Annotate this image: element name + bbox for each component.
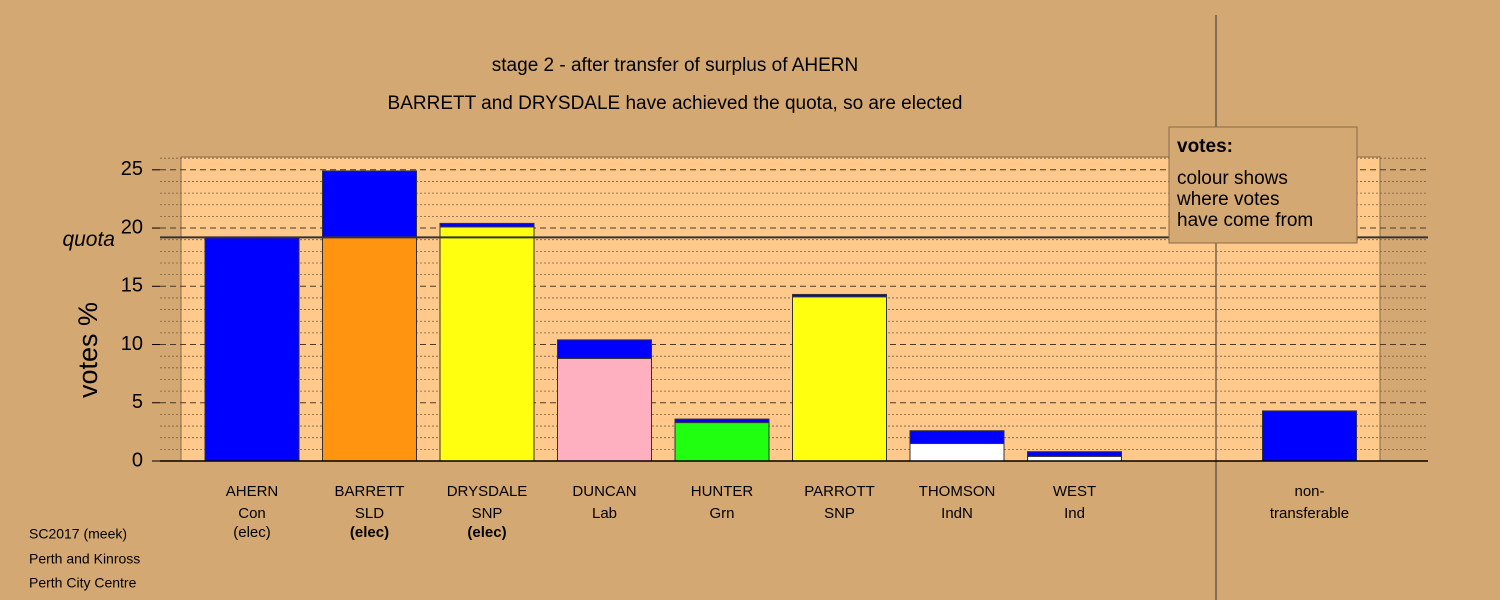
marks: 0 5 10 15 20 25 AHERN Con (elec) BARRETT SLD (elec)… — [62, 157, 1428, 541]
status-label: (elec) — [467, 524, 506, 541]
status-label: (elec) — [350, 524, 389, 541]
bar-segment — [557, 358, 652, 462]
party-label: Grn — [709, 505, 734, 522]
status-label: (elec) — [233, 524, 271, 541]
x-tick-label: BARRETT — [334, 483, 404, 500]
party-label: IndN — [941, 505, 973, 522]
y-tick-label: 20 — [121, 216, 143, 238]
bar-segment — [1027, 451, 1122, 457]
y-axis-label: votes % — [73, 302, 103, 398]
y-tick-label: 0 — [132, 449, 143, 471]
bar-segment — [1262, 410, 1357, 462]
legend-text: where votes — [1176, 189, 1279, 210]
bar-segment — [674, 422, 770, 462]
bar-segment — [439, 226, 535, 462]
bar-segment — [322, 170, 417, 238]
legend-text: have come from — [1177, 210, 1313, 231]
legend-text: colour shows — [1177, 168, 1288, 189]
chart-title: stage 2 - after transfer of surplus of A… — [492, 55, 858, 76]
quota-label: quota — [62, 228, 115, 251]
party-label: SNP — [824, 505, 855, 522]
x-tick-label: HUNTER — [691, 483, 754, 500]
party-label: Lab — [592, 505, 617, 522]
note: Perth and Kinross — [29, 551, 140, 567]
x-tick-label: PARROTT — [804, 483, 875, 500]
party-label: SLD — [355, 505, 384, 522]
party-label: transferable — [1270, 505, 1349, 522]
x-tick-label: non- — [1294, 483, 1324, 500]
x-tick-label: AHERN — [226, 483, 279, 500]
y-tick-label: 15 — [121, 275, 143, 297]
legend-box — [1168, 126, 1358, 244]
y-tick-label: 25 — [121, 158, 143, 180]
party-label: Ind — [1064, 505, 1085, 522]
chart-subtitle: BARRETT and DRYSDALE have achieved the q… — [388, 93, 963, 114]
x-tick-label: THOMSON — [919, 483, 996, 500]
note: Perth City Centre — [29, 575, 137, 591]
x-tick-label: DRYSDALE — [447, 483, 528, 500]
y-tick-label: 5 — [132, 391, 143, 413]
bar-segment — [909, 443, 1005, 462]
bar-segment — [204, 236, 300, 462]
note: SC2017 (meek) — [29, 526, 127, 542]
bar-segment — [792, 296, 887, 462]
bar-segment — [674, 418, 770, 424]
bar-segment — [557, 339, 652, 360]
x-tick-label: DUNCAN — [572, 483, 636, 500]
bar-segment — [792, 293, 887, 298]
bar-segment — [439, 222, 535, 228]
x-tick-label: WEST — [1053, 483, 1096, 500]
bar-segment — [322, 236, 417, 462]
legend-heading: votes: — [1177, 136, 1233, 157]
y-tick-label: 10 — [121, 333, 143, 355]
party-label: SNP — [472, 505, 503, 522]
party-label: Con — [238, 505, 266, 522]
bar-segment — [909, 430, 1005, 445]
